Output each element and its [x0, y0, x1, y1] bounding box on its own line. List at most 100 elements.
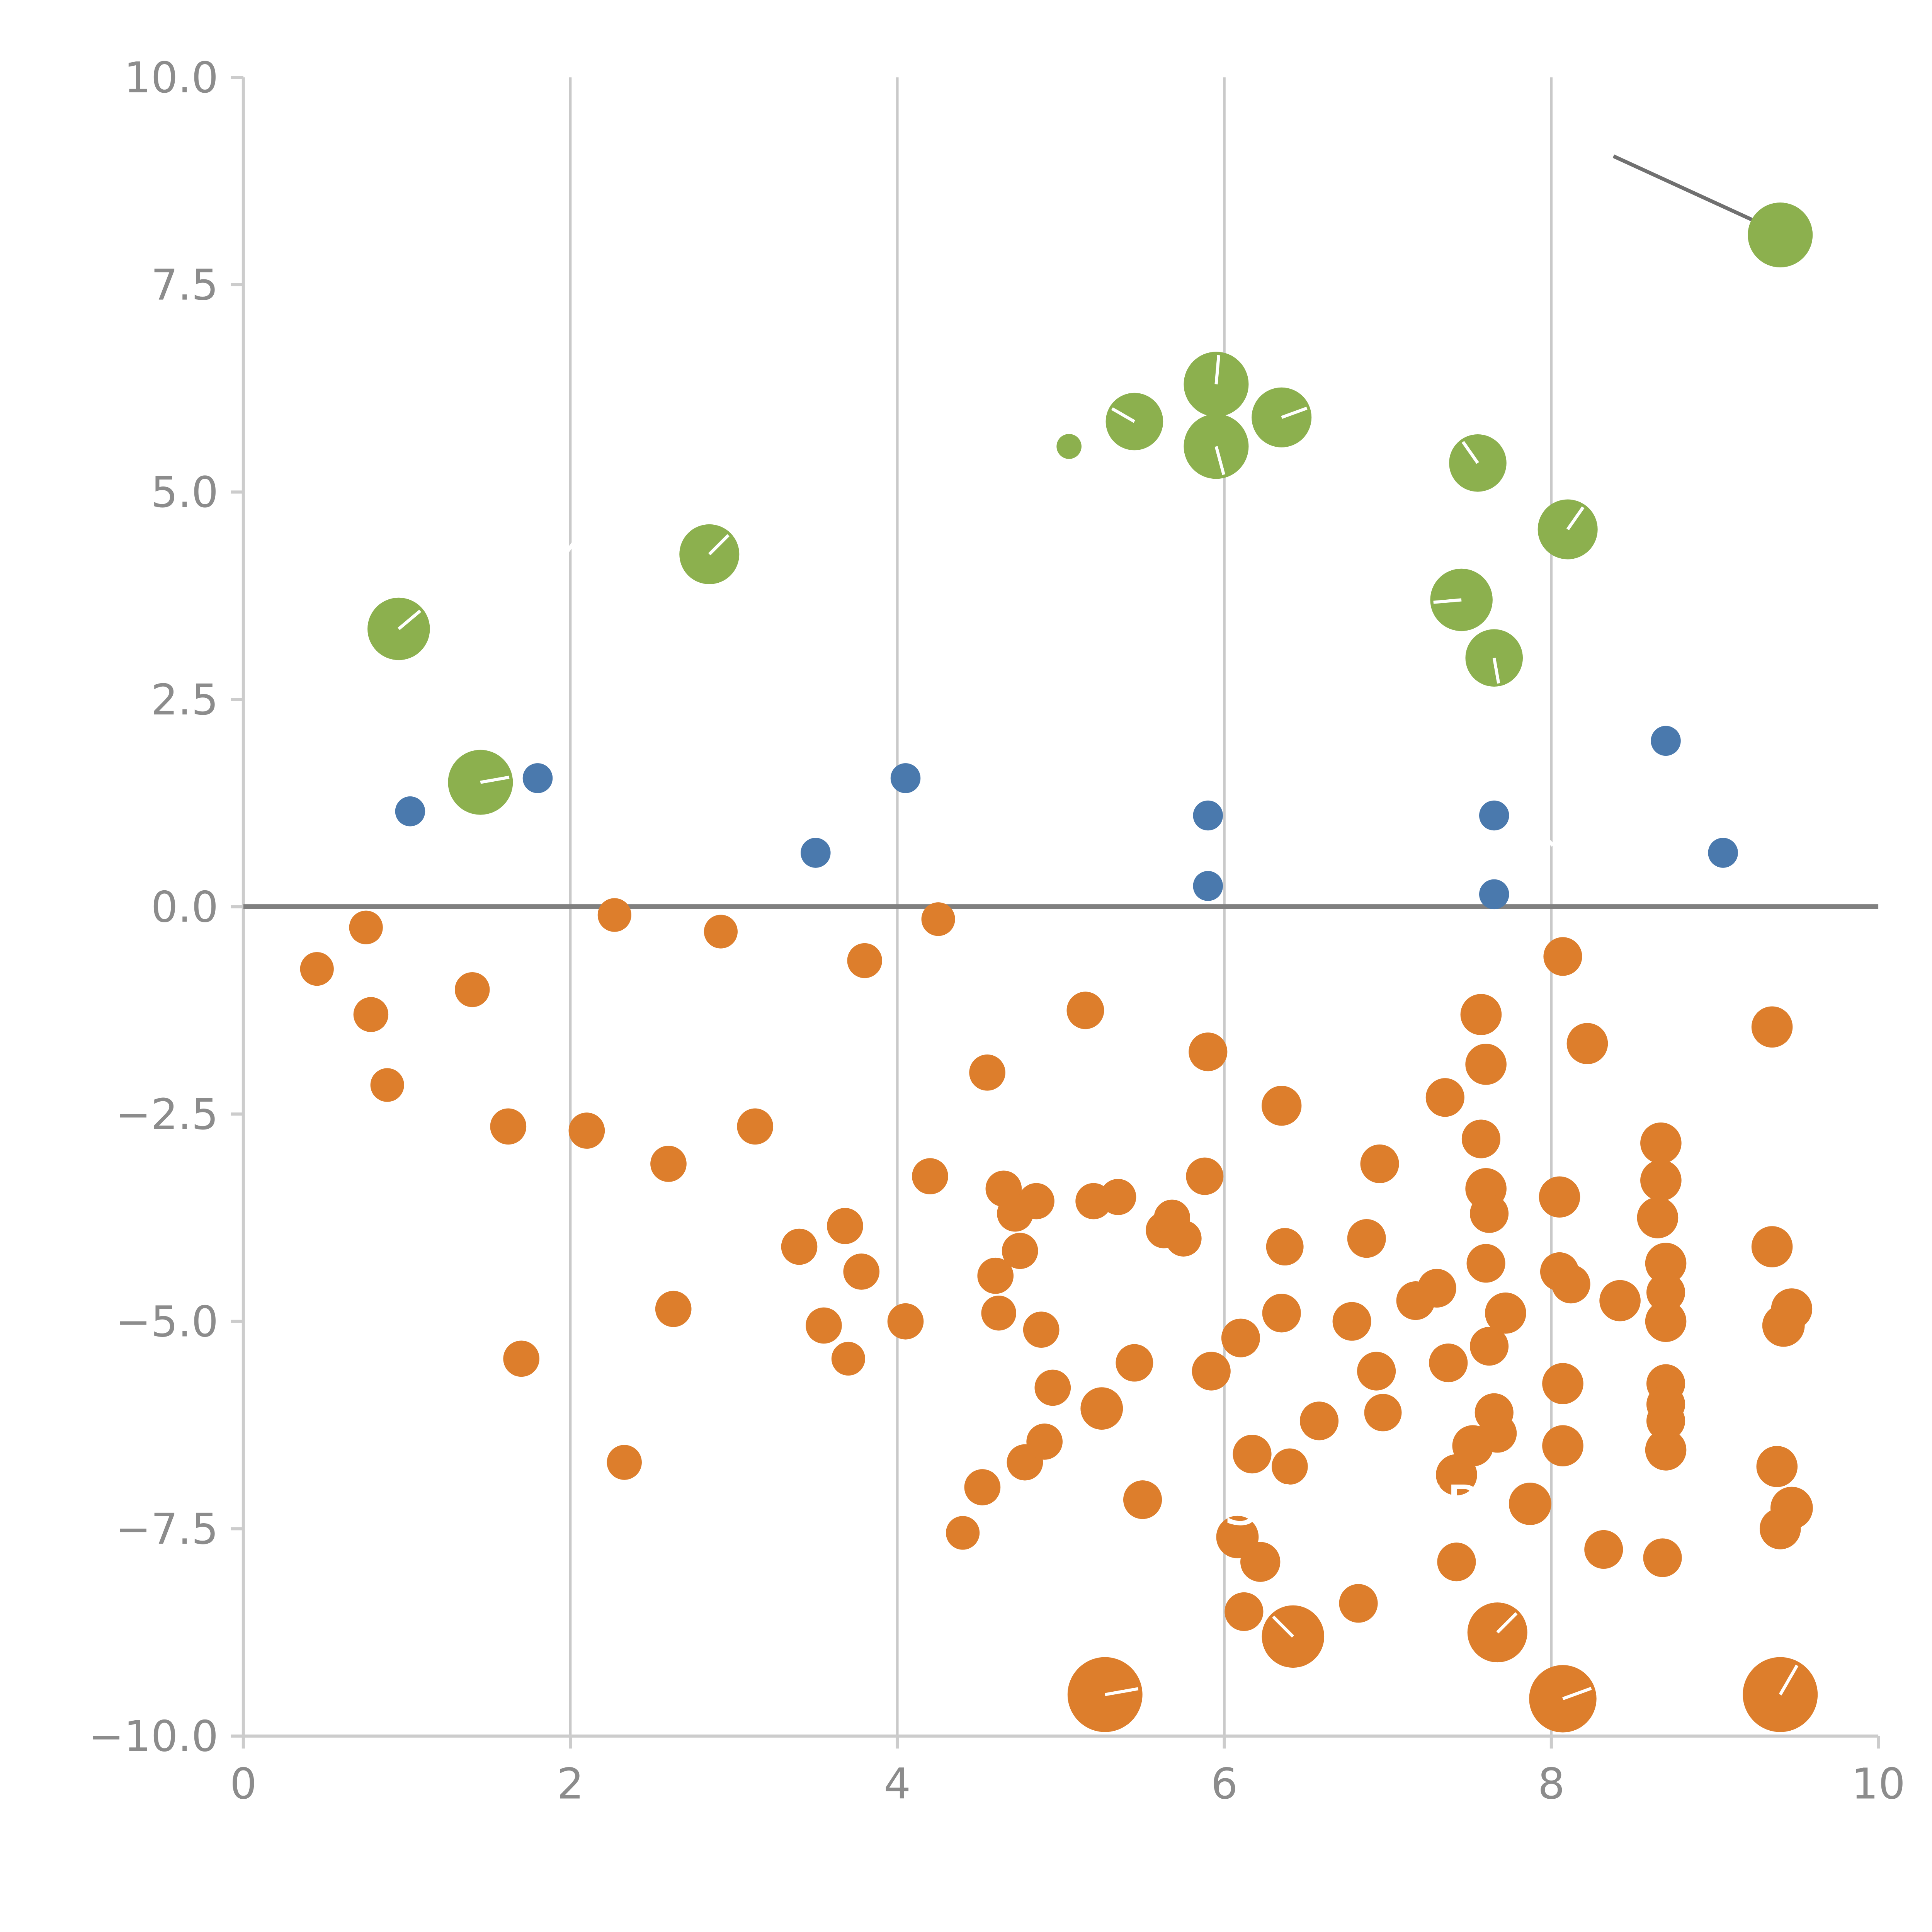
- orange-series-point: [1551, 1265, 1590, 1304]
- bubble-spoke: [1492, 657, 1500, 684]
- orange-series-point: [1599, 1280, 1641, 1321]
- bubble-spoke: [480, 776, 510, 784]
- orange-series-point: [887, 1303, 924, 1340]
- bubble-spoke: [1562, 1687, 1592, 1701]
- orange-series-point: [1770, 1486, 1813, 1529]
- orange-series-point: [370, 1068, 404, 1102]
- orange-series-point: [1542, 1425, 1583, 1466]
- orange-series-point: [455, 972, 490, 1007]
- orange-series-point: [946, 1516, 980, 1550]
- orange-series-point: [827, 1208, 863, 1244]
- orange-series-point: [1221, 1318, 1260, 1357]
- orange-series-point: [843, 1253, 880, 1290]
- blue-series-point: [1193, 871, 1223, 901]
- orange-series-point: [1465, 1044, 1507, 1085]
- orange-series-point: [1364, 1394, 1402, 1432]
- blue-series-point: [1651, 726, 1681, 756]
- orange-series-point: [1478, 1414, 1517, 1453]
- orange-series-point: [1026, 1423, 1063, 1460]
- orange-series-point: [1643, 1538, 1682, 1577]
- bubble-spoke: [1272, 1616, 1294, 1638]
- blue-series-point: [1193, 800, 1223, 831]
- orange-series-point: [1272, 1448, 1308, 1485]
- orange-series-point: [1646, 1401, 1685, 1440]
- x-tick-label: 4: [884, 1759, 911, 1808]
- orange-series-point: [1186, 1157, 1224, 1195]
- orange-series-point: [1262, 1086, 1302, 1126]
- y-tick-label: 10.0: [124, 53, 218, 102]
- y-tick-label: −5.0: [116, 1297, 219, 1346]
- orange-series-point: [921, 902, 955, 936]
- orange-series-point: [1566, 1023, 1608, 1065]
- orange-series-point: [1233, 1435, 1272, 1474]
- orange-series-point: [1189, 1032, 1228, 1071]
- orange-series-point: [1080, 1387, 1123, 1430]
- orange-series-point: [1034, 1369, 1071, 1406]
- orange-series-point: [1018, 1183, 1054, 1219]
- y-tick-label: 5.0: [151, 468, 219, 517]
- orange-series-point: [1240, 1542, 1281, 1582]
- orange-series-point: [353, 997, 389, 1032]
- y-tick-label: 7.5: [151, 260, 219, 310]
- orange-series-point: [1460, 994, 1502, 1035]
- bubble-spoke: [1214, 355, 1221, 384]
- orange-series-point: [1751, 1226, 1793, 1267]
- orange-series-point: [737, 1108, 774, 1145]
- orange-series-point: [806, 1307, 842, 1344]
- orange-series-point: [977, 1257, 1014, 1294]
- blue-series-point: [395, 796, 425, 827]
- green-series-point: [1105, 393, 1163, 451]
- orange-series-point: [1360, 1144, 1399, 1183]
- bubble-spoke: [1433, 598, 1462, 604]
- green-series-point: [1748, 202, 1813, 268]
- orange-series-point: [1100, 1179, 1136, 1215]
- bubble-spoke: [1496, 1612, 1518, 1634]
- orange-series-point: [704, 915, 738, 949]
- orange-series-point: [1437, 1543, 1476, 1582]
- orange-series-point: [349, 910, 383, 944]
- orange-series-point: [1192, 1352, 1231, 1391]
- orange-series-point: [650, 1146, 687, 1182]
- orange-series-point: [1461, 1119, 1500, 1158]
- orange-series-point: [1509, 1483, 1551, 1525]
- x-tick-label: 8: [1538, 1759, 1565, 1808]
- orange-series-point: [1756, 1446, 1798, 1487]
- orange-series-point: [1429, 1343, 1468, 1383]
- orange-series-point: [1640, 1160, 1682, 1201]
- y-tick-label: 0.0: [151, 882, 219, 932]
- orange-series-point: [1425, 1078, 1464, 1117]
- orange-series-point: [1470, 1327, 1509, 1366]
- green-series-point: [1184, 414, 1249, 479]
- orange-series-point: [607, 1445, 642, 1480]
- orange-series-point: [1002, 1233, 1038, 1269]
- orange-series-point: [1646, 1273, 1685, 1312]
- orange-series-point: [1299, 1401, 1339, 1440]
- bubble-spoke: [708, 534, 730, 556]
- y-tick-label: −10.0: [88, 1712, 218, 1761]
- x-tick-label: 10: [1851, 1759, 1905, 1808]
- orange-series-point: [969, 1054, 1005, 1091]
- orange-series-point: [1332, 1302, 1371, 1341]
- annotation-line: [1612, 154, 1768, 228]
- orange-series-point: [1645, 1301, 1687, 1342]
- orange-series-point: [1751, 1006, 1793, 1048]
- green-series-point: [1056, 434, 1082, 459]
- orange-series-point: [831, 1342, 866, 1376]
- watermark-text: SCATTER: [1224, 1474, 1486, 1538]
- orange-series-point: [1023, 1311, 1060, 1348]
- orange-series-point: [1225, 1592, 1264, 1631]
- x-tick-label: 0: [230, 1759, 257, 1808]
- green-series-point: [1184, 352, 1249, 417]
- orange-series-point: [1123, 1480, 1162, 1519]
- orange-series-point: [1466, 1244, 1505, 1283]
- orange-series-point: [1470, 1194, 1509, 1233]
- orange-series-point: [1347, 1219, 1386, 1258]
- orange-series-point: [1417, 1269, 1456, 1308]
- orange-series-point: [490, 1108, 527, 1145]
- blue-series-point: [522, 763, 553, 793]
- orange-series-point: [1645, 1243, 1687, 1284]
- y-tick-label: −7.5: [116, 1504, 219, 1554]
- orange-series-point: [597, 898, 631, 932]
- bubble-spoke: [1281, 406, 1308, 419]
